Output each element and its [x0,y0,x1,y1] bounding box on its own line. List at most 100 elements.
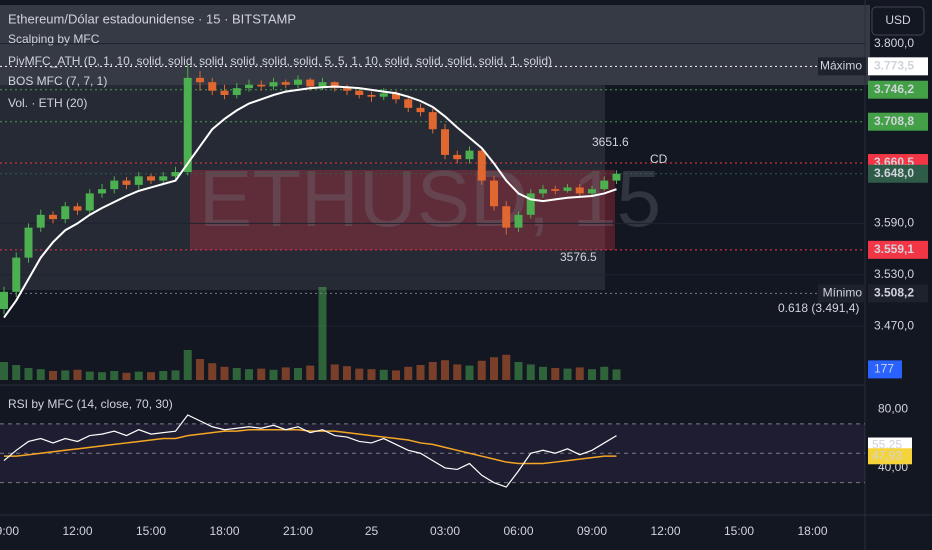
volume-bar [0,362,8,380]
candle-body [441,129,449,155]
candle-body [257,84,266,87]
y-tick-label: 3.800,0 [874,36,914,50]
candle-body [269,82,278,87]
candle-body [612,173,621,181]
volume-bar [416,365,425,380]
volume-bar [477,360,486,380]
price-tag: Máximo [820,59,862,73]
volume-bar [551,368,560,380]
indicator-label: Vol. · ETH (20) [8,96,87,110]
candle-body [208,82,217,91]
symbol-title: Ethereum/Dólar estadounidense · 15 · BIT… [8,11,296,26]
volume-bar [73,369,82,380]
indicator-label: BOS MFC (7, 7, 1) [8,74,107,88]
candle-body [355,90,364,95]
x-tick-label: 03:00 [430,524,460,538]
candle-body [539,189,547,194]
volume-bar [171,370,180,380]
x-tick-label: 12:00 [650,524,680,538]
volume-bar [147,372,155,380]
volume-bar [563,368,572,380]
price-label: 3.648,0 [874,166,914,180]
x-tick-label: 09:00 [0,524,19,538]
x-tick-label: 12:00 [62,524,92,538]
candle-body [122,180,131,185]
volume-bar [600,366,609,380]
price-label-box [868,57,928,76]
price-label: 3.746,2 [874,82,914,96]
candle-body [588,189,596,194]
zone-box [190,170,615,250]
volume-bar [392,370,400,380]
rsi-value-label: 55,25 [872,438,902,452]
candle-body [245,84,253,89]
candle-body [416,107,425,113]
volume-bar [379,369,388,380]
candle-body [453,154,462,160]
volume-bar [36,369,45,380]
price-label-box [868,284,928,303]
currency-button[interactable] [871,6,925,36]
annotation: 3576.5 [560,250,597,264]
volume-bar [196,359,204,380]
annotation: 3651.6 [592,135,629,149]
candle-body [392,93,400,100]
price-label: 3.708,8 [874,114,914,128]
price-tag-box [818,57,866,76]
candle-body [12,257,21,292]
candle-body [159,176,168,181]
candle-body [294,79,302,85]
candle-body [110,180,119,190]
price-label-box [868,112,928,131]
x-tick-label: 15:00 [136,524,166,538]
candle-body [232,88,241,95]
volume-bar [490,357,498,380]
candle-body [220,90,229,95]
candle-body [526,193,535,215]
candle-body [575,187,584,194]
volume-bar [330,364,339,380]
candle-body [49,214,57,220]
candle-body [514,214,523,228]
volume-bar [134,371,143,380]
volume-bar [355,368,364,380]
currency-button-label[interactable]: USD [885,13,911,27]
volume-bar [428,362,437,380]
volume-bar [24,368,33,380]
candle-body [98,189,106,194]
price-label: 3.508,2 [874,286,914,300]
watermark: ETHUSD, 15 [199,154,661,243]
candle-body [281,82,290,85]
annotation: CD [650,152,668,166]
candle-body [171,172,180,177]
volume-bar [208,363,217,380]
volume-bar [85,371,94,380]
volume-bar [281,367,290,380]
volume-bar [404,366,413,380]
candle-body [36,214,45,228]
candle-body [61,206,70,220]
y-tick-label: 3.470,0 [874,318,914,332]
indicator-label: PivMFC_ATH (D, 1, 10, solid, solid, soli… [8,54,552,68]
candle-body [404,99,413,108]
candle-body [196,77,204,83]
volume-bar [220,366,229,380]
rsi-value-box [868,448,912,465]
rsi-line [3,414,617,488]
volume-bar [453,364,462,380]
volume-bar [159,371,168,380]
x-tick-label: 21:00 [283,524,313,538]
candle-body [73,206,82,211]
volume-bar [588,369,596,380]
x-tick-label: 18:00 [209,524,239,538]
volume-bar [343,366,351,380]
candle-body [306,79,315,87]
y-tick-label: 3.530,0 [874,267,914,281]
volume-bar [367,369,376,380]
x-tick-label: 09:00 [577,524,607,538]
volume-bar [441,360,449,380]
moving-average [3,85,617,319]
candle-body [0,291,8,309]
candle-body [85,193,94,211]
